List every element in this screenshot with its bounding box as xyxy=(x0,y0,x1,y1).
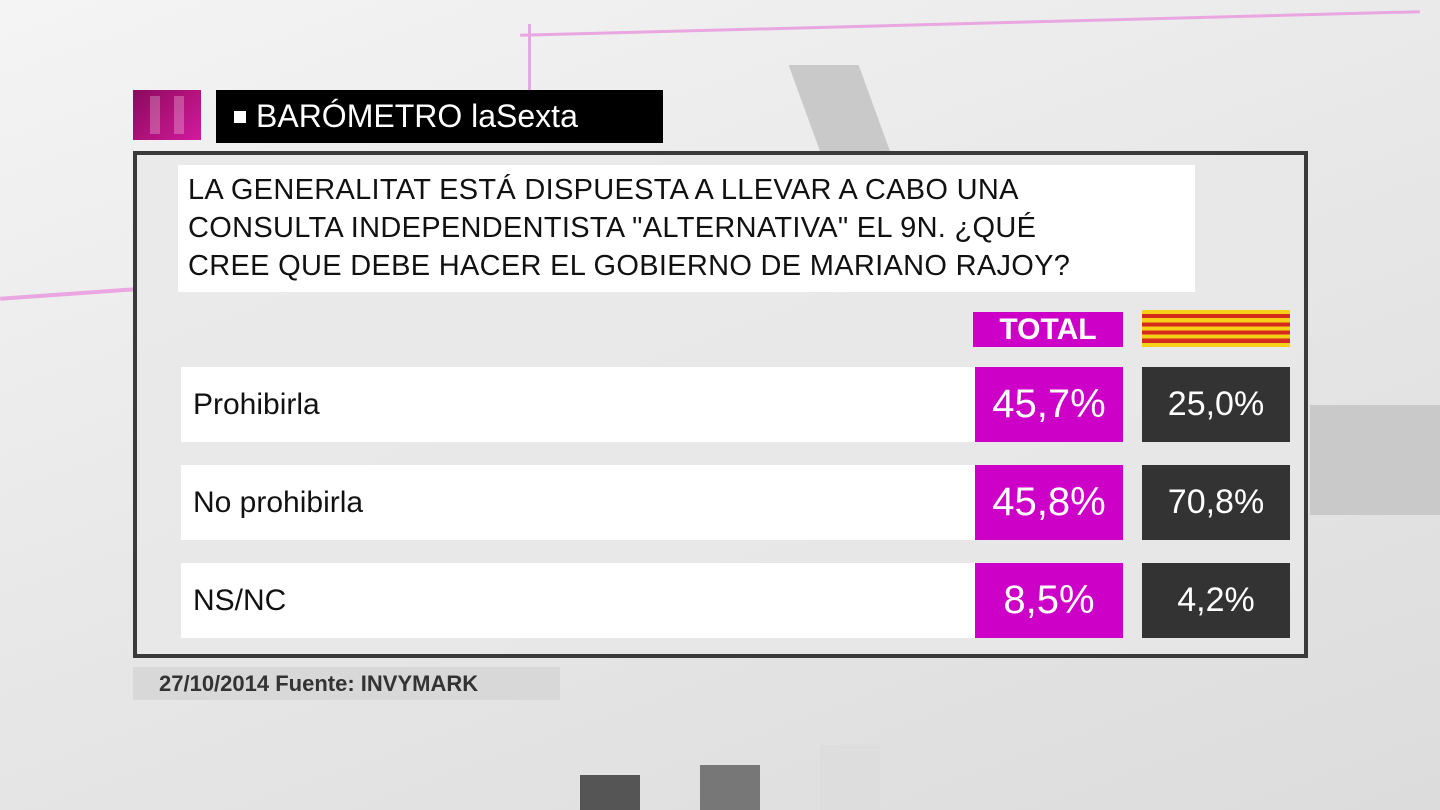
question-line: CONSULTA INDEPENDENTISTA "ALTERNATIVA" E… xyxy=(188,212,1037,244)
decoration xyxy=(788,65,892,155)
question: LA GENERALITAT ESTÁ DISPUESTA A LLEVAR A… xyxy=(178,165,1195,292)
row-label: Prohibirla xyxy=(181,367,975,442)
header-title: BARÓMETRO laSexta xyxy=(256,98,578,134)
catalonia-flag xyxy=(1142,310,1290,347)
decoration xyxy=(580,775,640,810)
decoration xyxy=(0,287,135,301)
catalonia-value: 70,8% xyxy=(1142,465,1290,540)
total-value: 45,7% xyxy=(975,367,1123,442)
decoration xyxy=(528,24,531,94)
row-label: NS/NC xyxy=(181,563,975,638)
question-line: CREE QUE DEBE HACER EL GOBIERNO DE MARIA… xyxy=(188,250,1071,282)
logo-mark xyxy=(150,96,184,134)
decoration xyxy=(1310,405,1440,515)
footer: 27/10/2014 Fuente: INVYMARK xyxy=(133,667,560,700)
decoration xyxy=(820,745,880,810)
header: BARÓMETRO laSexta xyxy=(216,90,663,143)
question-line: LA GENERALITAT ESTÁ DISPUESTA A LLEVAR A… xyxy=(188,174,1019,206)
catalonia-value: 4,2% xyxy=(1142,563,1290,638)
total-value: 45,8% xyxy=(975,465,1123,540)
logo xyxy=(133,90,201,140)
decoration xyxy=(520,10,1420,37)
catalonia-value: 25,0% xyxy=(1142,367,1290,442)
decoration xyxy=(700,765,760,810)
column-header: TOTAL xyxy=(973,312,1123,347)
total-value: 8,5% xyxy=(975,563,1123,638)
row-label: No prohibirla xyxy=(181,465,975,540)
bullet xyxy=(234,110,246,123)
